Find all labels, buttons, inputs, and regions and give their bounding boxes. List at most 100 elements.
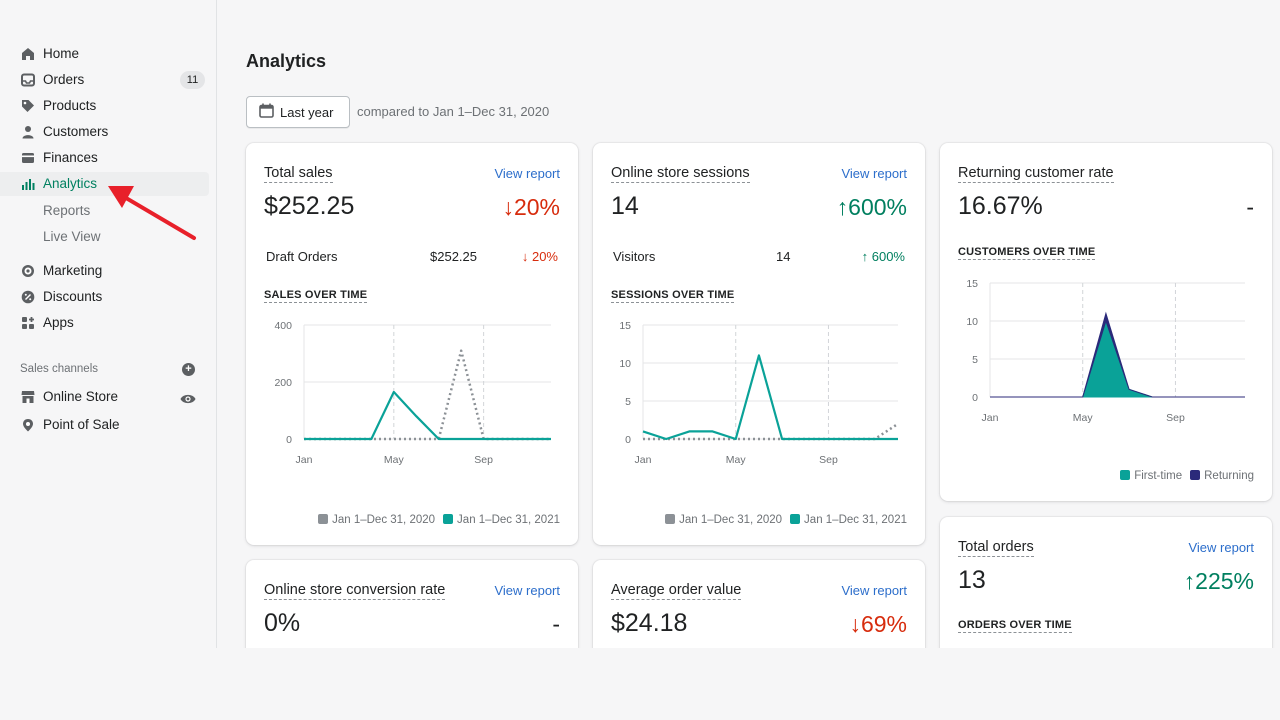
chart-heading: CUSTOMERS OVER TIME: [958, 246, 1096, 260]
target-icon: [20, 263, 35, 278]
sidebar-item-marketing[interactable]: Marketing: [0, 259, 209, 283]
card-title[interactable]: Total orders: [958, 539, 1034, 557]
total-orders-card: Total orders View report 13 ↑225% ORDERS…: [940, 517, 1272, 648]
metric-value: 16.67%: [958, 192, 1043, 220]
breakdown-value: 14: [776, 249, 791, 264]
legend-swatch: [1120, 470, 1131, 480]
legend-item: Returning: [1190, 470, 1254, 482]
discount-icon: [20, 289, 35, 304]
sidebar-item-label: Analytics: [43, 176, 98, 191]
inbox-icon: [20, 72, 35, 87]
sidebar-item-products[interactable]: Products: [0, 94, 209, 118]
sidebar-item-live-view[interactable]: Live View: [0, 225, 209, 249]
legend-swatch: [443, 514, 454, 524]
legend-item: First-time: [1120, 470, 1182, 482]
sidebar-item-label: Products: [43, 98, 97, 113]
breakdown-value: $252.25: [430, 249, 477, 264]
line-series-2: [642, 354, 898, 441]
total-sales-card: Total sales View report $252.25 ↓20% Dra…: [246, 143, 578, 545]
y-tick-label: 400: [274, 320, 292, 332]
online-store-sessions-card: Online store sessions View report 14 ↑60…: [593, 143, 925, 545]
legend-item: Jan 1–Dec 31, 2020: [665, 514, 782, 526]
compare-text: compared to Jan 1–Dec 31, 2020: [357, 104, 550, 119]
sidebar-item-label: Marketing: [43, 263, 103, 278]
x-tick-label: Sep: [474, 454, 493, 466]
sidebar-item-label: Live View: [43, 229, 101, 244]
date-range-button[interactable]: Last year: [246, 96, 350, 128]
metric-value: $252.25: [264, 192, 355, 220]
x-tick-label: May: [726, 454, 747, 466]
conversion-rate-card: Online store conversion rate View report…: [246, 560, 578, 648]
view-report-link[interactable]: View report: [1188, 540, 1254, 555]
sidebar-item-label: Discounts: [43, 289, 103, 304]
card-title[interactable]: Online store sessions: [611, 165, 750, 183]
legend-label: Jan 1–Dec 31, 2020: [679, 514, 783, 526]
metric-change: ↓69%: [849, 611, 907, 637]
y-tick-label: 10: [619, 358, 631, 370]
legend-label: Jan 1–Dec 31, 2020: [332, 514, 436, 526]
chart-legend: First-time Returning: [1120, 470, 1254, 482]
breakdown-change: ↑ 600%: [861, 249, 905, 264]
x-tick-label: Jan: [982, 412, 999, 424]
y-tick-label: 0: [972, 392, 978, 404]
sidebar-item-analytics[interactable]: Analytics: [0, 172, 209, 196]
average-order-value-card: Average order value View report $24.18 ↓…: [593, 560, 925, 648]
sidebar-item-orders[interactable]: Orders 11: [0, 68, 209, 92]
sidebar-item-label: Online Store: [43, 389, 119, 404]
legend-item: Jan 1–Dec 31, 2021: [790, 514, 907, 526]
metric-value: 14: [611, 192, 639, 220]
arrow-annotation: [108, 186, 196, 240]
sidebar-item-apps[interactable]: Apps: [0, 311, 209, 335]
x-tick-label: May: [1073, 412, 1094, 424]
sidebar-item-customers[interactable]: Customers: [0, 120, 209, 144]
sidebar-item-reports[interactable]: Reports: [0, 199, 209, 223]
home-icon: [20, 46, 35, 61]
add-channel-icon[interactable]: +: [182, 363, 195, 376]
legend-label: Jan 1–Dec 31, 2021: [804, 514, 907, 526]
metric-change: ↑600%: [836, 194, 907, 220]
view-report-link[interactable]: View report: [494, 166, 560, 181]
chart-legend: Jan 1–Dec 31, 2020 Jan 1–Dec 31, 2021: [318, 514, 560, 526]
sidebar-item-label: Orders: [43, 72, 85, 87]
card-title[interactable]: Returning customer rate: [958, 165, 1114, 183]
sidebar-item-label: Point of Sale: [43, 417, 120, 432]
sidebar-item-point-of-sale[interactable]: Point of Sale: [0, 413, 209, 437]
card-title[interactable]: Online store conversion rate: [264, 582, 446, 600]
view-report-link[interactable]: View report: [494, 583, 560, 598]
view-report-link[interactable]: View report: [841, 583, 907, 598]
y-tick-label: 10: [966, 316, 978, 328]
legend-label: Returning: [1204, 470, 1254, 482]
sidebar-item-finances[interactable]: Finances: [0, 146, 209, 170]
date-range-label: Last year: [280, 104, 334, 120]
legend-item: Jan 1–Dec 31, 2021: [443, 514, 560, 526]
sidebar-item-label: Reports: [43, 203, 91, 218]
chart-heading: SESSIONS OVER TIME: [611, 289, 735, 303]
card-title[interactable]: Total sales: [264, 165, 333, 183]
line-series-1: [643, 422, 899, 441]
y-tick-label: 15: [619, 320, 631, 332]
person-icon: [20, 124, 35, 139]
eye-icon[interactable]: [180, 392, 196, 410]
sidebar-item-home[interactable]: Home: [0, 42, 209, 66]
breakdown-label: Visitors: [613, 249, 656, 264]
area-series-2: [990, 311, 1245, 398]
legend-swatch: [318, 514, 329, 524]
y-tick-label: 5: [972, 354, 978, 366]
app-frame: Home Orders 11 Products Customers: [0, 0, 1272, 648]
wallet-icon: [20, 150, 35, 165]
sales-channels-heading: Sales channels: [20, 363, 98, 375]
metric-change: ↓20%: [502, 194, 560, 220]
metric-value: 0%: [264, 609, 301, 637]
line-series-2: [304, 390, 551, 441]
card-title[interactable]: Average order value: [611, 582, 742, 600]
sidebar-item-discounts[interactable]: Discounts: [0, 285, 209, 309]
sidebar-item-online-store[interactable]: Online Store: [0, 385, 209, 409]
view-report-link[interactable]: View report: [841, 166, 907, 181]
x-tick-label: Sep: [819, 454, 838, 466]
y-tick-label: 0: [286, 434, 292, 446]
y-tick-label: 200: [274, 377, 292, 389]
legend-item: Jan 1–Dec 31, 2020: [318, 514, 435, 526]
sales-chart: 0 200 400 Jan May Sep: [274, 320, 551, 466]
metric-change: ↑225%: [1183, 568, 1254, 594]
y-tick-label: 5: [625, 396, 631, 408]
